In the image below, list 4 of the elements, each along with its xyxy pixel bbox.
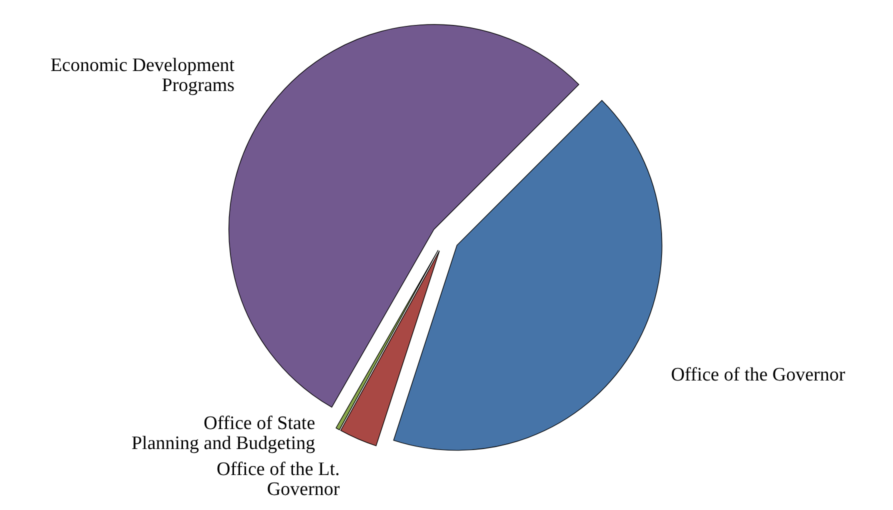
slice-label: Economic Development Programs [50, 55, 236, 96]
slice-label: Office of the Governor [670, 364, 846, 386]
slice-label: Office of the Lt. Governor [216, 460, 340, 501]
slice-label: Office of State Planning and Budgeting [131, 414, 316, 455]
